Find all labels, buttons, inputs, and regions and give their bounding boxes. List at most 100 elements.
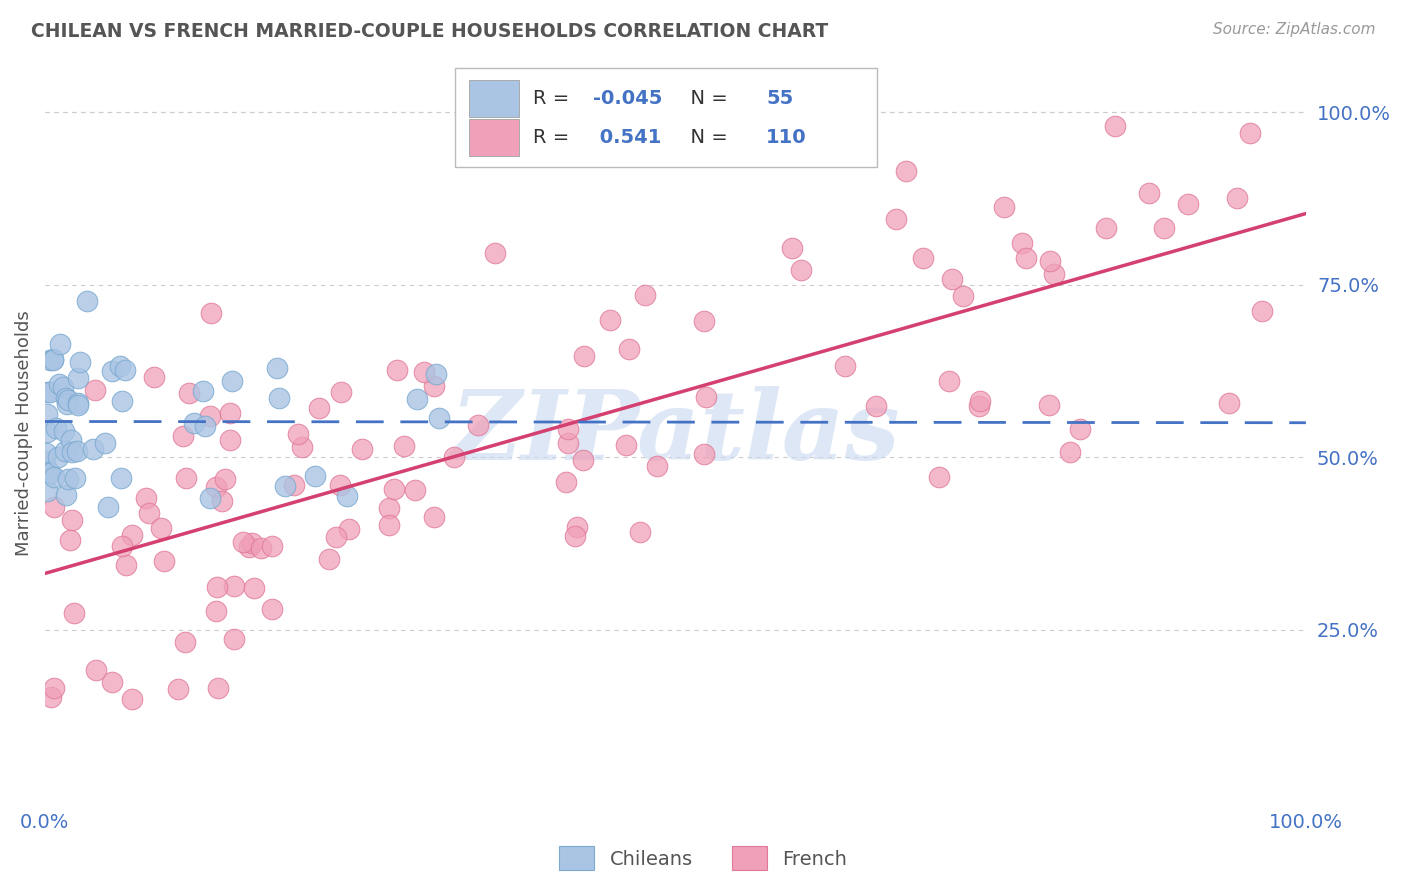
Point (67, 371, 90, 385)
Point (56, 397, 79, 411)
Point (404, 483, 426, 498)
Point (205, 480, 228, 494)
Point (385, 362, 408, 376)
Point (884, 211, 907, 226)
Point (567, 519, 589, 533)
Point (167, 681, 190, 696)
Point (412, 365, 434, 379)
Point (325, 530, 347, 544)
Point (200, 491, 222, 505)
Point (37, 484, 59, 499)
Point (42, 352, 65, 367)
Point (267, 392, 290, 406)
Point (46, 450, 69, 465)
FancyBboxPatch shape (468, 80, 519, 117)
Point (330, 384, 353, 399)
Point (101, 675, 124, 690)
Legend: Chileans, French: Chileans, French (551, 838, 855, 878)
Point (84, 663, 107, 677)
Point (377, 517, 399, 532)
Point (101, 364, 124, 378)
Text: R =: R = (533, 89, 575, 108)
Point (695, 390, 717, 404)
Point (219, 406, 242, 420)
Text: -0.045: -0.045 (593, 89, 662, 108)
Point (554, 475, 576, 489)
Point (443, 450, 465, 464)
Point (780, 241, 803, 255)
Text: 55: 55 (766, 89, 793, 108)
Point (138, 507, 160, 521)
Point (48, 377, 70, 392)
Point (238, 541, 260, 555)
Text: Source: ZipAtlas.com: Source: ZipAtlas.com (1212, 22, 1375, 37)
Point (66, 396, 89, 410)
Point (1043, 267, 1066, 281)
Text: 0.541: 0.541 (593, 128, 662, 147)
Point (221, 374, 243, 388)
Point (304, 469, 326, 483)
Point (287, 427, 309, 442)
Point (993, 201, 1015, 215)
Point (222, 632, 245, 646)
Point (52, 425, 75, 439)
Point (56, 392, 79, 407)
Point (1038, 398, 1060, 412)
Point (1095, 220, 1118, 235)
Point (66, 443, 89, 458)
Point (60, 513, 83, 527)
Point (1015, 251, 1038, 265)
Point (224, 579, 246, 593)
Point (200, 306, 222, 320)
Point (1039, 254, 1062, 268)
Point (240, 535, 263, 549)
Text: ZIPatlas: ZIPatlas (450, 386, 900, 480)
Point (262, 539, 284, 553)
Point (39, 690, 62, 704)
Point (283, 478, 305, 492)
Point (111, 394, 134, 409)
Point (928, 470, 950, 484)
Point (557, 436, 579, 450)
Point (214, 472, 236, 486)
Point (571, 453, 593, 467)
Point (266, 360, 288, 375)
Point (865, 399, 887, 413)
Point (59, 533, 82, 547)
Point (337, 522, 360, 536)
Point (35, 425, 58, 439)
Point (93, 436, 115, 450)
Point (60, 445, 83, 459)
Point (250, 541, 273, 556)
Point (34, 454, 56, 468)
Point (39, 466, 62, 480)
Point (1239, 126, 1261, 140)
Point (1011, 236, 1033, 251)
Point (194, 418, 217, 433)
Point (174, 471, 197, 485)
Point (198, 409, 221, 423)
Point (84, 384, 107, 398)
Point (557, 422, 579, 436)
Point (42, 681, 65, 695)
Point (467, 418, 489, 433)
Point (425, 367, 447, 381)
Y-axis label: Married-couple Households: Married-couple Households (15, 310, 32, 556)
Point (894, 164, 917, 178)
Point (45, 421, 67, 435)
Point (318, 552, 340, 566)
Point (114, 558, 136, 572)
Point (35, 407, 58, 421)
Point (423, 379, 446, 393)
Point (53, 443, 76, 458)
Point (617, 342, 640, 356)
Point (44, 500, 66, 515)
Point (177, 386, 200, 401)
Point (82, 442, 104, 457)
Point (394, 439, 416, 453)
Point (62, 607, 84, 621)
Point (1059, 444, 1081, 458)
Point (423, 509, 446, 524)
Point (484, 245, 506, 260)
Point (63, 471, 86, 485)
